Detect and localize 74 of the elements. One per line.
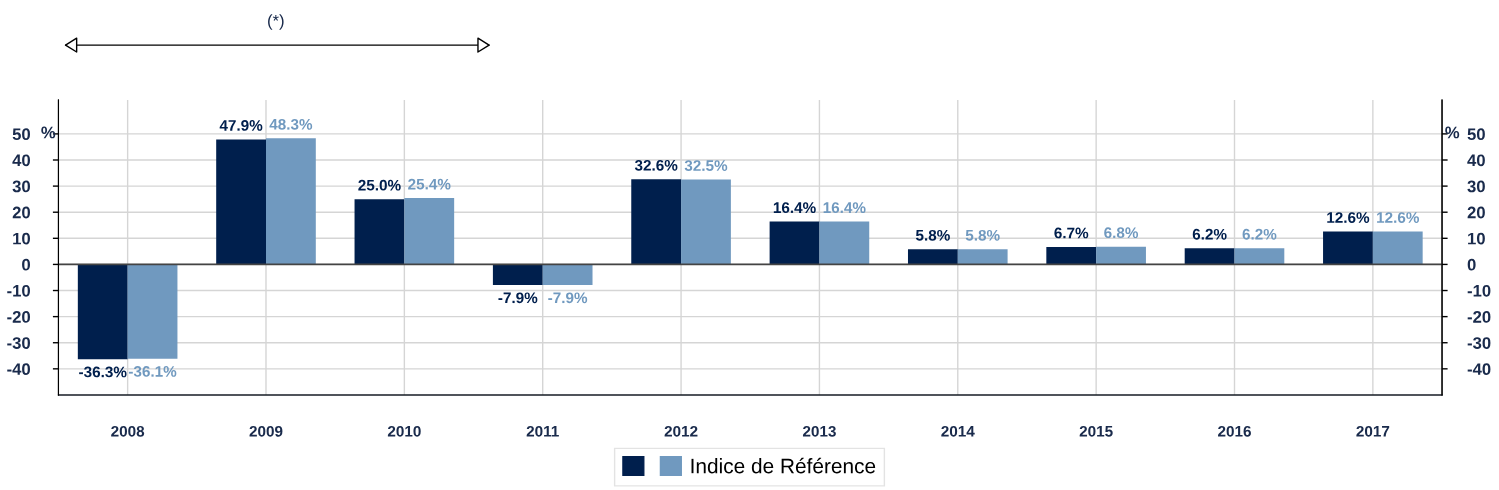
y-tick-label: 20 [12,206,30,219]
x-tick-label: 2014 [941,425,975,437]
legend-label: Indice de Référence [691,457,876,474]
bar [631,179,682,265]
data-label: 25.0% [358,179,401,191]
y2-tick-label: 0 [1467,258,1476,271]
bar [77,264,128,360]
y2-tick-label: 30 [1467,180,1485,193]
data-label: -7.9% [498,292,538,304]
y2-tick-label: 10 [1468,232,1485,245]
x-tick-label: 2016 [1218,425,1251,437]
bar [907,249,958,265]
bar [957,249,1008,265]
data-label: 6.2% [1192,228,1227,240]
bar [1323,231,1373,265]
data-label: 5.8% [915,229,950,241]
y2-tick-label: -30 [1467,337,1491,349]
y-tick-label: -40 [7,363,30,376]
bar [216,139,266,265]
y-tick-label: 30 [12,180,30,193]
data-label: 16.4% [823,202,866,214]
bar [1372,231,1423,265]
y2-tick-label: -40 [1467,363,1491,376]
x-tick-label: 2011 [526,425,559,437]
x-tick-label: 2013 [802,425,836,437]
y2-tick-label: -10 [1467,284,1491,297]
bar [1096,246,1146,265]
y-tick-label: 50 [12,128,30,141]
data-label: -36.3% [79,366,127,378]
y-tick-label: -30 [7,337,30,349]
y2-tick-label: 20 [1467,206,1485,219]
data-label: 6.2% [1242,228,1277,240]
bar [1184,248,1235,265]
y-tick-label: 0 [22,258,30,271]
data-label: 47.9% [219,119,263,131]
bar [1234,248,1285,265]
bar [542,264,593,286]
y-tick-label: 40 [12,154,30,167]
data-label: 16.4% [773,202,816,214]
data-label: -36.1% [128,366,177,377]
y-axis-title: % [41,126,56,139]
y2-tick-label: 40 [1467,154,1485,167]
data-label: -7.9% [548,292,588,304]
y-tick-label: 10 [13,232,30,245]
x-tick-label: 2017 [1356,425,1390,437]
y-tick-label: -10 [7,284,30,297]
data-label: 5.8% [965,229,1000,241]
data-label: 48.3% [269,118,313,130]
x-tick-label: 2008 [111,425,145,437]
bar [354,199,405,265]
x-tick-label: 2010 [387,425,421,437]
data-label: 25.4% [408,178,451,190]
data-label: 32.6% [634,159,678,171]
bar [492,264,543,286]
data-label: 6.8% [1104,227,1139,239]
y2-axis-title: % [1445,126,1460,139]
y2-tick-label: 50 [1467,128,1485,141]
bar [681,179,731,265]
data-label: 12.6% [1377,212,1420,223]
x-tick-label: 2012 [664,425,698,437]
bar [819,221,870,265]
y-tick-label: -20 [7,311,30,323]
data-label: 6.7% [1054,227,1089,239]
x-tick-label: 2015 [1079,425,1113,437]
bar [769,221,820,265]
y2-tick-label: -20 [1467,311,1491,323]
bar [1046,246,1097,265]
x-tick-label: 2009 [249,425,283,437]
bar [404,198,455,265]
data-label: 32.5% [684,160,728,172]
text: (*) [268,14,284,30]
bar [266,138,316,265]
bar [127,264,178,359]
data-label: 12.6% [1327,212,1370,223]
